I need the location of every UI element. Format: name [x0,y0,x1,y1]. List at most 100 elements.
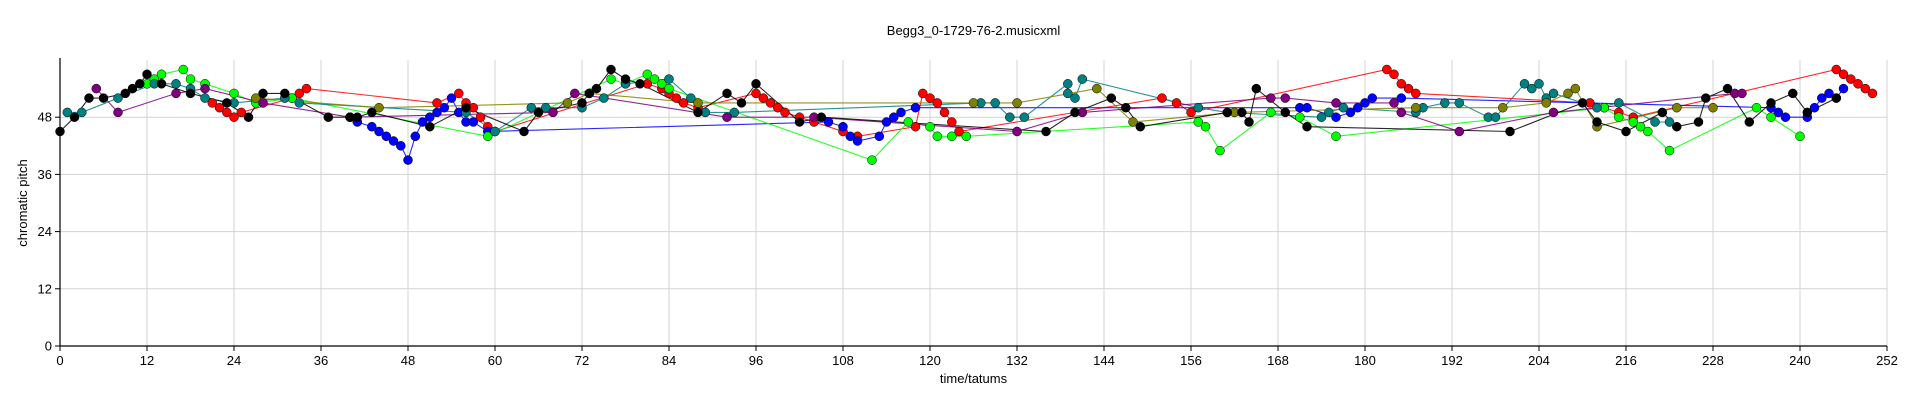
note-point [200,83,210,94]
note-point [1846,74,1856,84]
note-point [222,98,232,108]
note-point [1788,88,1798,99]
note-point [156,79,167,89]
note-point [396,141,406,151]
x-tick-label: 132 [1006,353,1028,368]
note-point [69,112,80,122]
note-point [845,131,856,142]
note-point [178,64,189,75]
note-point [1251,83,1262,94]
note-point [925,121,935,132]
note-point [77,107,87,118]
note-point [1628,117,1639,127]
note-point [1019,112,1030,122]
note-point [388,136,399,146]
note-point [439,102,450,113]
note-point [1664,117,1675,127]
note-point [1527,83,1537,94]
note-point [113,93,123,103]
note-point [1701,93,1711,103]
note-point [1396,93,1407,103]
note-point [1454,126,1465,137]
note-point [468,117,479,127]
note-point [1635,121,1646,132]
note-point [171,88,181,99]
note-point [1454,98,1465,108]
note-point [1106,93,1117,103]
note-point [1063,88,1073,99]
note-point [1324,107,1334,118]
note-point [403,155,413,165]
note-point [1302,121,1312,132]
note-point [301,83,312,94]
note-point [664,74,674,84]
note-point [258,98,268,108]
x-tick-label: 108 [832,353,854,368]
x-tick-label: 84 [662,353,676,368]
note-point [1693,117,1704,127]
note-point [1338,102,1349,113]
note-point [823,117,834,127]
note-point [1012,126,1022,137]
note-point [1737,88,1747,99]
note-point [1614,98,1624,108]
note-point [1853,79,1863,89]
note-point [1490,112,1501,122]
x-tick-label: 228 [1702,353,1724,368]
note-point [1012,98,1022,108]
note-point [1592,117,1602,127]
x-tick-label: 204 [1528,353,1550,368]
x-tick-label: 252 [1876,353,1898,368]
note-point [664,83,674,94]
note-point [1222,107,1233,118]
note-point [1722,83,1733,94]
note-point [1345,107,1356,118]
note-point [1541,98,1552,108]
note-point [1548,107,1559,118]
note-point [367,121,377,132]
note-point [1672,121,1682,132]
note-point [1200,121,1211,132]
note-point [577,98,587,108]
note-point [570,88,580,99]
note-point [794,117,805,127]
note-point [142,69,152,80]
note-point [374,126,384,137]
note-point [1157,93,1167,103]
note-point [1266,93,1276,103]
note-point [1389,69,1399,80]
note-point [425,121,435,132]
note-point [1295,112,1305,122]
note-point [352,112,363,122]
x-axis-label: time/tatums [940,371,1008,386]
note-point [599,93,609,103]
note-point [135,79,145,89]
note-point [171,79,181,89]
note-point [251,93,261,103]
note-point [229,88,239,99]
note-point [1411,102,1421,113]
note-point [1171,98,1182,108]
note-point [686,93,696,103]
note-point [1570,83,1581,94]
note-point [1331,112,1341,122]
note-point [214,102,225,113]
x-tick-label: 216 [1615,353,1637,368]
note-point [1396,107,1407,118]
note-point [1838,69,1849,80]
y-tick-label: 0 [45,339,52,354]
note-point [910,121,921,132]
note-point [816,112,827,122]
note-point [1773,107,1784,118]
note-point [657,79,667,89]
note-point [519,126,529,137]
note-point [889,112,899,122]
note-point [483,131,493,142]
note-point [127,83,138,94]
note-point [1389,98,1399,108]
note-point [533,107,544,118]
note-point [294,88,305,99]
x-tick-label: 192 [1441,353,1463,368]
